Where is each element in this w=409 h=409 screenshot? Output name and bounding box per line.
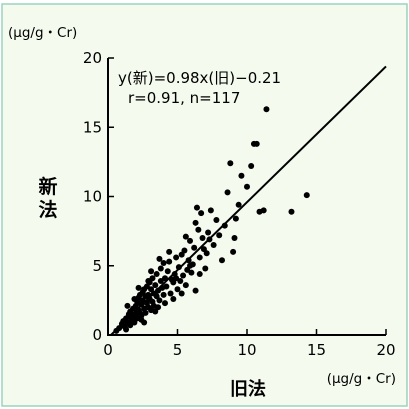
- data-point: [288, 208, 295, 215]
- y-axis-unit: (μg/g・Cr): [8, 25, 77, 41]
- data-point: [238, 172, 245, 179]
- y-tick-label: 15: [83, 118, 102, 136]
- data-point: [187, 262, 194, 269]
- data-point: [123, 326, 130, 333]
- x-tick-label: 10: [237, 341, 256, 359]
- data-point: [173, 275, 180, 282]
- data-point: [157, 265, 164, 272]
- data-point: [148, 268, 155, 275]
- x-axis-unit: (μg/g・Cr): [327, 371, 396, 387]
- x-axis-label: 旧法: [230, 378, 266, 400]
- data-point: [192, 287, 199, 294]
- data-point: [188, 269, 195, 276]
- data-point: [155, 304, 162, 311]
- data-point: [166, 248, 173, 255]
- data-point: [167, 290, 174, 297]
- data-point: [156, 255, 163, 262]
- y-tick-label: 5: [92, 257, 102, 275]
- regression-equation: y(新)=0.98x(旧)−0.21: [118, 69, 281, 87]
- data-point: [232, 215, 239, 222]
- data-point: [145, 277, 152, 284]
- data-point: [191, 244, 198, 251]
- data-point: [175, 264, 182, 271]
- data-point: [216, 232, 223, 239]
- x-tick-label: 5: [173, 341, 183, 359]
- data-point: [166, 258, 173, 265]
- plot-axes: [107, 58, 386, 336]
- data-point: [227, 160, 234, 167]
- data-point: [263, 106, 270, 113]
- data-point: [182, 233, 189, 240]
- data-point: [203, 250, 210, 257]
- data-point: [196, 254, 203, 261]
- y-axis-label-char-2: 法: [38, 198, 57, 221]
- data-point: [182, 282, 189, 289]
- regression-line: [110, 65, 387, 336]
- data-point: [187, 237, 194, 244]
- data-point: [180, 272, 187, 279]
- x-tick-label: 15: [307, 341, 326, 359]
- data-point: [142, 309, 149, 316]
- chart-background: [1, 3, 408, 407]
- data-point: [235, 201, 242, 208]
- data-point: [138, 316, 145, 323]
- y-tick-label: 20: [83, 49, 102, 67]
- regression-stats: r=0.91, n=117: [128, 89, 240, 107]
- data-point: [213, 217, 220, 224]
- data-point: [160, 291, 167, 298]
- data-point: [164, 268, 171, 275]
- data-point: [199, 235, 206, 242]
- data-point: [193, 204, 200, 211]
- data-point: [202, 265, 209, 272]
- data-point: [231, 235, 238, 242]
- data-point: [131, 295, 138, 302]
- x-tick-label: 20: [376, 341, 395, 359]
- data-point: [207, 207, 214, 214]
- data-point: [205, 229, 212, 236]
- y-tick-label: 0: [92, 326, 102, 344]
- data-point: [163, 283, 170, 290]
- y-tick-label: 10: [83, 188, 102, 206]
- data-point: [153, 271, 160, 278]
- data-point: [170, 295, 177, 302]
- data-point: [152, 282, 159, 289]
- data-point: [230, 248, 237, 255]
- data-point: [124, 302, 131, 309]
- data-point: [178, 290, 185, 297]
- data-point: [210, 241, 217, 248]
- data-point: [218, 257, 225, 264]
- data-point: [196, 271, 203, 278]
- data-point: [303, 192, 310, 199]
- data-point: [224, 189, 231, 196]
- data-point: [248, 163, 255, 170]
- x-tick-label: 0: [103, 341, 113, 359]
- data-point: [174, 286, 181, 293]
- data-point: [173, 254, 180, 261]
- data-point: [160, 259, 167, 266]
- data-point: [195, 226, 202, 233]
- data-point: [181, 247, 188, 254]
- data-point: [253, 140, 260, 147]
- data-point: [135, 284, 142, 291]
- y-axis-label-char-1: 新: [38, 175, 57, 198]
- data-point: [192, 219, 199, 226]
- data-point: [198, 210, 205, 217]
- data-point: [161, 300, 168, 307]
- data-point: [156, 297, 163, 304]
- data-point: [244, 183, 250, 190]
- data-point: [260, 207, 267, 214]
